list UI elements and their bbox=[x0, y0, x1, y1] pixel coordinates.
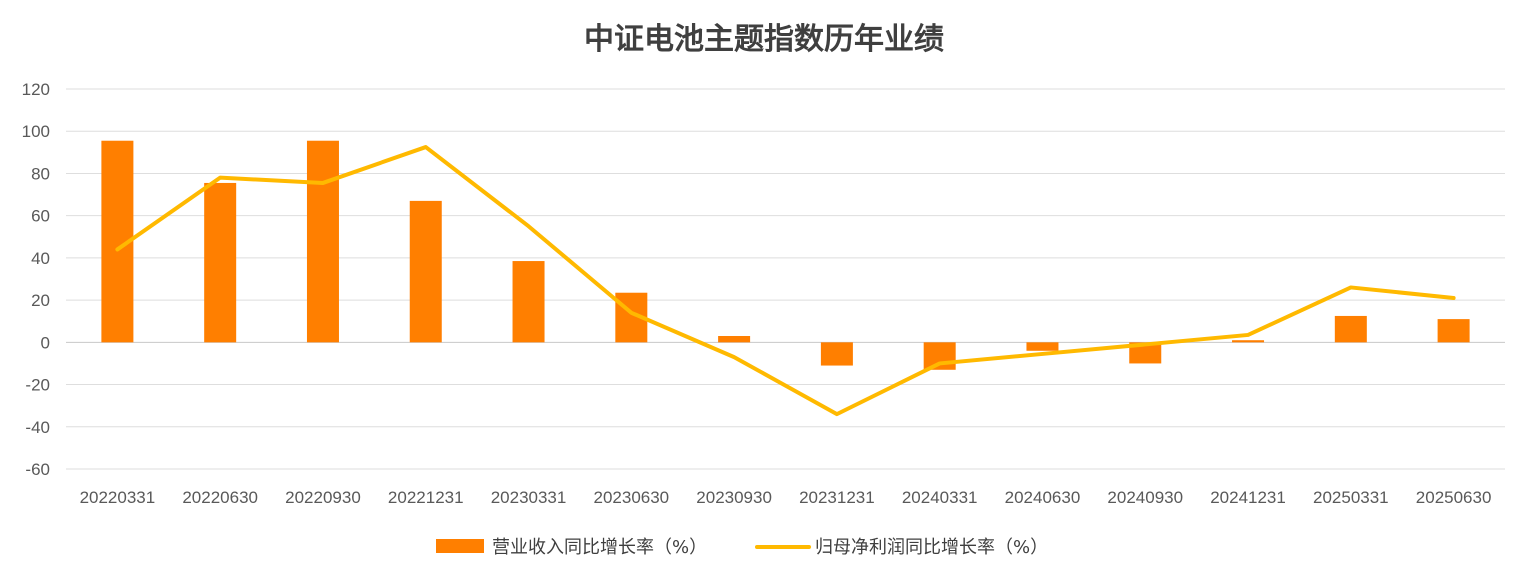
legend-label-bar: 营业收入同比增长率（%） bbox=[492, 537, 707, 558]
bar bbox=[1026, 342, 1059, 351]
x-tick-label: 20230930 bbox=[696, 488, 772, 507]
y-tick-label: 80 bbox=[31, 164, 50, 183]
legend-swatch-bar bbox=[436, 539, 484, 553]
line-series-path bbox=[115, 145, 1456, 417]
bar bbox=[1437, 319, 1470, 343]
x-tick-label: 20221231 bbox=[388, 488, 464, 507]
x-tick-label: 20230331 bbox=[491, 488, 567, 507]
bar bbox=[409, 200, 442, 343]
chart-title: 中证电池主题指数历年业绩 bbox=[584, 22, 944, 57]
x-tick-label: 20241231 bbox=[1210, 488, 1286, 507]
bar bbox=[204, 182, 237, 343]
y-tick-label: 100 bbox=[22, 122, 50, 141]
x-tick-label: 20240331 bbox=[902, 488, 978, 507]
legend: 营业收入同比增长率（%） 归母净利润同比增长率（%） bbox=[436, 537, 1048, 558]
x-tick-label: 20220331 bbox=[80, 488, 156, 507]
legend-label-line: 归母净利润同比增长率（%） bbox=[815, 537, 1048, 558]
x-axis-ticks: 20220331 20220630 20220930 20221231 20230331… bbox=[80, 488, 1492, 507]
y-tick-label: -20 bbox=[25, 376, 50, 395]
x-tick-label: 20220630 bbox=[182, 488, 258, 507]
bar bbox=[306, 140, 339, 343]
y-tick-label: 20 bbox=[31, 291, 50, 310]
bar bbox=[1129, 342, 1162, 364]
bar bbox=[1232, 340, 1265, 343]
y-tick-label: -60 bbox=[25, 460, 50, 479]
y-tick-label: 60 bbox=[31, 207, 50, 226]
y-tick-label: 40 bbox=[31, 249, 50, 268]
x-tick-label: 20240630 bbox=[1005, 488, 1081, 507]
y-axis-ticks: 120 100 80 60 40 20 0 -20 -40 -60 bbox=[22, 80, 50, 479]
line-series bbox=[115, 145, 1456, 417]
bar bbox=[718, 336, 751, 343]
y-tick-label: -40 bbox=[25, 418, 50, 437]
x-tick-label: 20220930 bbox=[285, 488, 361, 507]
bar-series bbox=[101, 140, 1470, 370]
bar bbox=[1334, 315, 1367, 343]
bar bbox=[512, 261, 545, 343]
x-tick-label: 20250630 bbox=[1416, 488, 1492, 507]
x-tick-label: 20231231 bbox=[799, 488, 875, 507]
x-tick-label: 20250331 bbox=[1313, 488, 1389, 507]
y-tick-label: 120 bbox=[22, 80, 50, 99]
x-tick-label: 20240930 bbox=[1107, 488, 1183, 507]
y-tick-label: 0 bbox=[41, 333, 50, 352]
grid-lines bbox=[66, 88, 1505, 470]
x-tick-label: 20230630 bbox=[594, 488, 670, 507]
bar bbox=[820, 342, 853, 366]
